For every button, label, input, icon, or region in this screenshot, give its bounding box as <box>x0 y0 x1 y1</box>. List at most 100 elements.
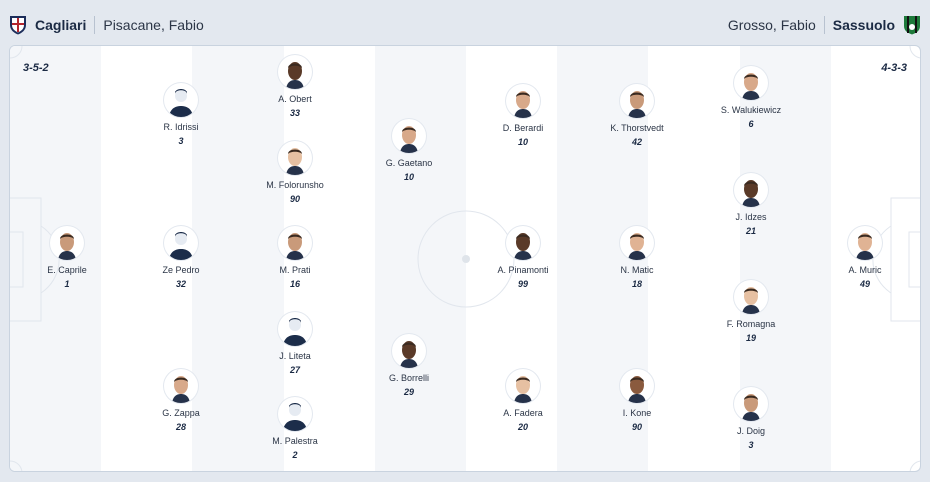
player-name[interactable]: F. Romagna <box>726 319 776 329</box>
player-away[interactable]: F. Romagna 19 <box>696 280 806 343</box>
player-number: 10 <box>403 172 414 182</box>
player-number: 99 <box>517 279 528 289</box>
player-home[interactable]: A. Obert 33 <box>240 55 350 118</box>
player-name[interactable]: N. Matic <box>620 265 654 275</box>
player-name[interactable]: J. Doig <box>736 426 765 436</box>
player-avatar-icon[interactable] <box>506 226 540 260</box>
player-name[interactable]: M. Palestra <box>272 436 318 446</box>
away-team-header: Grosso, Fabio Sassuolo <box>728 15 921 35</box>
player-name[interactable]: J. Idzes <box>735 212 767 222</box>
player-name[interactable]: G. Zappa <box>162 408 200 418</box>
player-avatar-icon[interactable] <box>734 66 768 100</box>
player-avatar-icon[interactable] <box>392 119 426 153</box>
player-name[interactable]: D. Berardi <box>502 123 544 133</box>
player-home[interactable]: E. Caprile 1 <box>12 226 122 289</box>
player-number: 19 <box>745 333 756 343</box>
player-avatar-icon[interactable] <box>620 226 654 260</box>
home-formation: 3-5-2 <box>23 62 49 74</box>
away-team-name[interactable]: Sassuolo <box>832 17 895 33</box>
player-number: 90 <box>631 422 642 432</box>
lineup-pitch: 3-5-2 4-3-3 E. Caprile 1 R. Idrissi 3 Ze Ped… <box>9 45 921 472</box>
home-coach: Pisacane, Fabio <box>103 17 204 33</box>
player-away[interactable]: D. Berardi 10 <box>468 84 578 147</box>
player-number: 2 <box>292 450 298 460</box>
player-name[interactable]: M. Folorunsho <box>266 180 324 190</box>
divider <box>94 16 96 34</box>
player-avatar-icon[interactable] <box>620 369 654 403</box>
divider <box>823 16 825 34</box>
player-name[interactable]: S. Walukiewicz <box>720 105 782 115</box>
player-avatar-icon[interactable] <box>734 173 768 207</box>
player-avatar-icon[interactable] <box>734 387 768 421</box>
player-name[interactable]: J. Liteta <box>279 351 311 361</box>
player-home[interactable]: R. Idrissi 3 <box>126 83 236 146</box>
player-number: 32 <box>175 279 186 289</box>
player-avatar-icon[interactable] <box>848 226 882 260</box>
player-avatar-icon[interactable] <box>278 55 312 89</box>
player-avatar-icon[interactable] <box>50 226 84 260</box>
player-away[interactable]: J. Doig 3 <box>696 387 806 450</box>
player-name[interactable]: R. Idrissi <box>163 122 199 132</box>
player-away[interactable]: S. Walukiewicz 6 <box>696 66 806 129</box>
player-avatar-icon[interactable] <box>278 226 312 260</box>
player-away[interactable]: I. Kone 90 <box>582 369 692 432</box>
player-name[interactable]: I. Kone <box>622 408 652 418</box>
player-number: 3 <box>748 440 754 450</box>
player-name[interactable]: M. Prati <box>279 265 311 275</box>
player-name[interactable]: G. Borrelli <box>388 373 429 383</box>
player-number: 29 <box>403 387 414 397</box>
match-header: Cagliari Pisacane, Fabio Grosso, Fabio S… <box>0 0 930 45</box>
player-avatar-icon[interactable] <box>278 397 312 431</box>
player-avatar-icon[interactable] <box>506 369 540 403</box>
player-home[interactable]: J. Liteta 27 <box>240 312 350 375</box>
player-avatar-icon[interactable] <box>164 369 198 403</box>
player-name[interactable]: E. Caprile <box>47 265 87 275</box>
player-home[interactable]: Ze Pedro 32 <box>126 226 236 289</box>
player-home[interactable]: M. Prati 16 <box>240 226 350 289</box>
pitch-stripe <box>192 46 284 471</box>
player-number: 21 <box>745 226 756 236</box>
player-away[interactable]: A. Fadera 20 <box>468 369 578 432</box>
player-number: 6 <box>748 119 754 129</box>
player-name[interactable]: A. Muric <box>848 265 882 275</box>
player-number: 49 <box>859 279 870 289</box>
player-avatar-icon[interactable] <box>278 141 312 175</box>
player-avatar-icon[interactable] <box>164 226 198 260</box>
player-number: 42 <box>631 137 642 147</box>
cagliari-crest-icon <box>10 16 26 35</box>
player-avatar-icon[interactable] <box>392 334 426 368</box>
player-home[interactable]: M. Palestra 2 <box>240 397 350 460</box>
player-away[interactable]: K. Thorstvedt 42 <box>582 84 692 147</box>
player-avatar-icon[interactable] <box>734 280 768 314</box>
player-name[interactable]: A. Obert <box>278 94 312 104</box>
player-number: 27 <box>289 365 300 375</box>
player-avatar-icon[interactable] <box>506 84 540 118</box>
player-number: 3 <box>178 136 184 146</box>
pitch-stripe <box>10 46 102 471</box>
player-home[interactable]: G. Borrelli 29 <box>354 334 464 397</box>
player-away[interactable]: A. Pinamonti 99 <box>468 226 578 289</box>
player-name[interactable]: A. Fadera <box>503 408 543 418</box>
player-name[interactable]: K. Thorstvedt <box>610 123 664 133</box>
player-home[interactable]: G. Zappa 28 <box>126 369 236 432</box>
player-name[interactable]: G. Gaetano <box>385 158 433 168</box>
player-away[interactable]: A. Muric 49 <box>810 226 920 289</box>
player-home[interactable]: G. Gaetano 10 <box>354 119 464 182</box>
player-number: 18 <box>631 279 642 289</box>
home-team-name[interactable]: Cagliari <box>35 17 87 33</box>
player-name[interactable]: A. Pinamonti <box>497 265 549 275</box>
player-number: 10 <box>517 137 528 147</box>
pitch-stripe <box>374 46 466 471</box>
pitch-markings <box>10 46 920 471</box>
player-number: 1 <box>64 279 70 289</box>
player-name[interactable]: Ze Pedro <box>162 265 200 275</box>
player-avatar-icon[interactable] <box>620 84 654 118</box>
player-number: 33 <box>289 108 300 118</box>
player-home[interactable]: M. Folorunsho 90 <box>240 141 350 204</box>
player-number: 16 <box>289 279 300 289</box>
home-team-header: Cagliari Pisacane, Fabio <box>9 15 204 35</box>
player-away[interactable]: J. Idzes 21 <box>696 173 806 236</box>
player-avatar-icon[interactable] <box>164 83 198 117</box>
player-away[interactable]: N. Matic 18 <box>582 226 692 289</box>
player-avatar-icon[interactable] <box>278 312 312 346</box>
